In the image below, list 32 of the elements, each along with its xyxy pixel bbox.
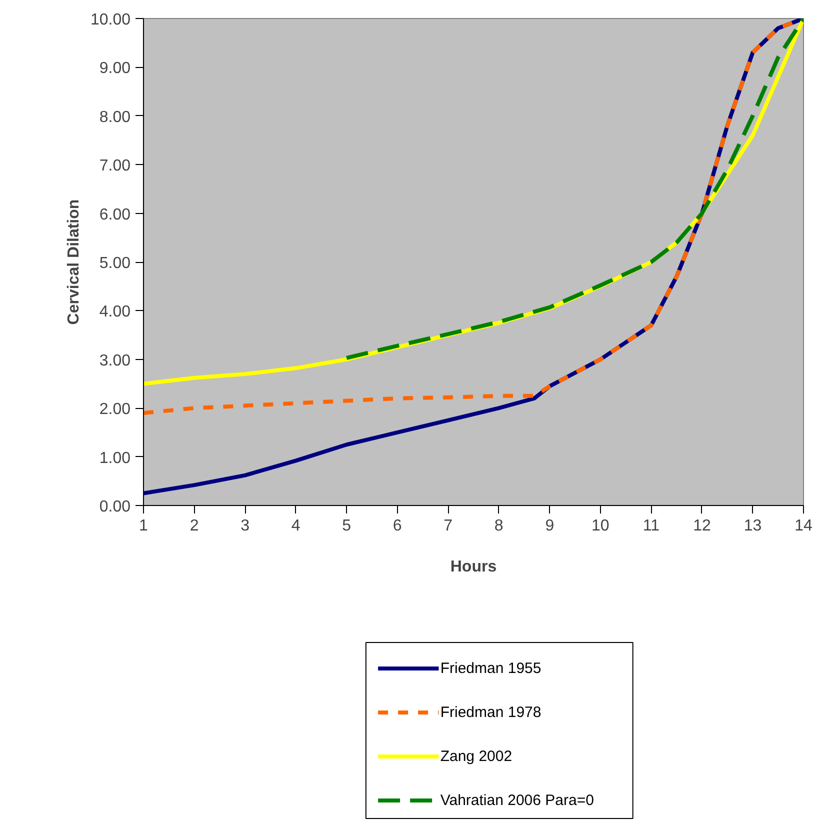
y-tick-label: 0.00 <box>99 498 131 516</box>
x-tick-label: 3 <box>240 518 250 534</box>
x-tick-label: 13 <box>744 518 762 534</box>
x-tick-label: 10 <box>592 518 610 534</box>
x-tick-label: 1 <box>139 518 148 534</box>
y-tick-label: 10.00 <box>90 12 131 28</box>
y-tick-label: 2.00 <box>99 401 131 418</box>
x-tick-label: 2 <box>190 518 199 534</box>
x-tick-label: 5 <box>342 518 352 534</box>
x-tick-label: 7 <box>444 518 453 534</box>
x-tick-label: 14 <box>794 518 812 534</box>
y-tick-label: 3.00 <box>99 352 131 370</box>
y-tick-label: 1.00 <box>99 450 131 467</box>
y-tick-label: 8.00 <box>99 108 131 126</box>
legend-label: Friedman 1955 <box>440 660 542 677</box>
x-tick-label: 4 <box>291 518 300 534</box>
x-tick-label: 6 <box>392 518 402 534</box>
y-tick-label: 7.00 <box>99 158 131 175</box>
x-tick-label: 8 <box>494 518 504 534</box>
x-tick-label: 12 <box>693 518 711 534</box>
y-tick-label: 5.00 <box>99 255 131 272</box>
y-tick-label: 4.00 <box>99 304 131 321</box>
line-series <box>344 18 804 360</box>
y-tick-label: 6.00 <box>99 206 131 224</box>
x-axis-title: Hours <box>450 558 497 576</box>
legend-label: Vahratian 2006 Para=0 <box>440 792 594 809</box>
y-tick-label: 9.00 <box>99 60 131 78</box>
x-tick-label: 11 <box>642 518 660 534</box>
legend-label: Friedman 1978 <box>440 704 542 721</box>
legend-label: Zang 2002 <box>440 748 512 765</box>
y-axis-title: Cervical Dilation <box>65 199 82 325</box>
x-tick-label: 9 <box>545 518 554 534</box>
